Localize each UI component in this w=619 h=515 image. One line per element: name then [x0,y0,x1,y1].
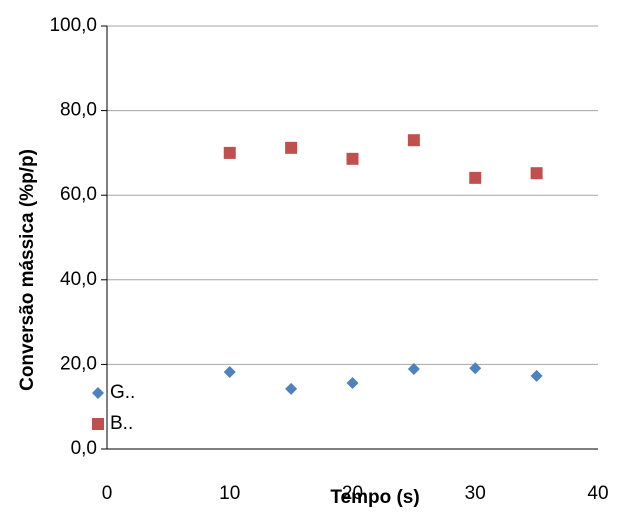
point [407,134,420,147]
y-tick-label: 80,0 [60,100,97,121]
x-tick-label: 20 [342,483,363,504]
point [469,171,482,184]
point [223,366,236,379]
y-tick-label: 20,0 [60,353,97,374]
y-tick-label: 100,0 [49,15,97,36]
point [530,167,543,180]
legend-marker [92,418,104,430]
y-tick-label: 60,0 [60,184,97,205]
x-tick-label: 40 [587,483,608,504]
x-tick-label: 0 [102,483,113,504]
y-tick-label: 40,0 [60,269,97,290]
point [346,377,359,390]
point [407,363,420,376]
x-tick-label: 30 [465,483,486,504]
point [346,152,359,165]
legend-marker [92,387,104,399]
y-tick-label: 0,0 [71,438,97,459]
point [223,146,236,159]
y-axis-label: Conversão mássica (%p/p) [17,149,38,391]
x-axis-label: Tempo (s) [330,487,419,508]
legend-label: G.. [110,382,135,403]
legend-label: B.. [110,413,133,434]
point [285,141,298,154]
point [530,369,543,382]
point [285,382,298,395]
x-tick-label: 10 [219,483,240,504]
point [469,362,482,375]
